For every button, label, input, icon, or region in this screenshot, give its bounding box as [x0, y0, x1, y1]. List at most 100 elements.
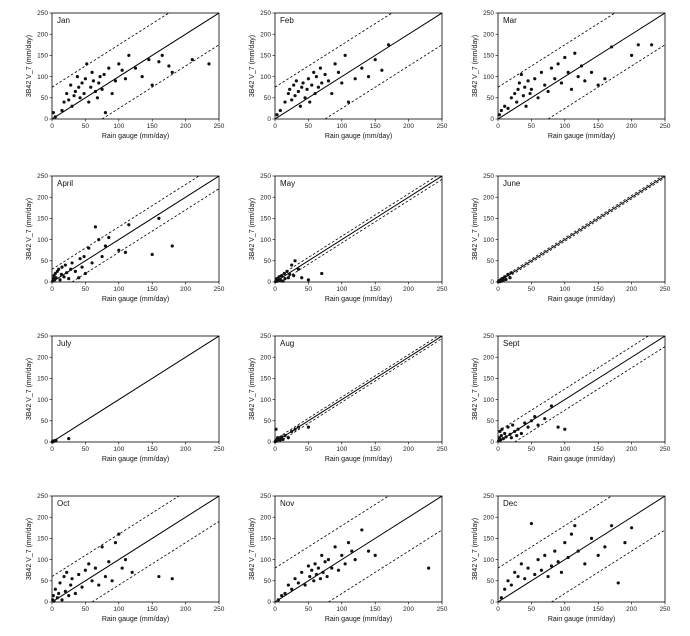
data-point	[77, 572, 81, 577]
y-tick-label: 150	[483, 376, 494, 383]
one-to-one-line	[275, 13, 442, 119]
lower-bound-line	[324, 44, 442, 119]
x-axis-label: Rain gauge (mm/day)	[325, 616, 392, 623]
data-point	[157, 60, 161, 64]
y-axis-label: 3B42 V_7 (mm/day)	[249, 518, 256, 580]
data-point	[330, 566, 334, 570]
data-point	[293, 94, 297, 98]
x-tick-label: 150	[593, 123, 604, 130]
y-tick-label: 50	[487, 95, 495, 102]
x-tick-label: 100	[559, 606, 570, 613]
data-point	[509, 583, 513, 587]
data-point	[51, 111, 55, 115]
y-axis-label: 3B42 V_7 (mm/day)	[472, 198, 479, 260]
x-axis-label: Rain gauge (mm/day)	[102, 133, 169, 140]
y-tick-label: 50	[41, 418, 49, 425]
y-tick-label: 250	[260, 10, 271, 17]
y-tick-label: 50	[487, 258, 495, 265]
x-tick-label: 0	[273, 446, 277, 453]
data-point	[65, 570, 69, 574]
y-tick-label: 250	[37, 173, 48, 180]
data-point	[80, 265, 84, 269]
y-axis-label: 3B42 V_7 (mm/day)	[26, 35, 33, 97]
data-point	[77, 276, 81, 280]
data-point	[563, 55, 567, 60]
x-axis-label: Rain gauge (mm/day)	[325, 456, 392, 463]
data-point	[549, 66, 554, 70]
x-axis-label: Rain gauge (mm/day)	[325, 133, 392, 140]
data-point	[52, 599, 56, 603]
data-point	[280, 435, 284, 439]
data-point	[117, 248, 121, 252]
data-point	[603, 545, 607, 549]
data-point	[563, 541, 567, 545]
x-axis-label: Rain gauge (mm/day)	[548, 296, 615, 303]
data-point	[340, 81, 344, 85]
lower-bound-line	[547, 44, 665, 119]
data-point	[346, 541, 351, 545]
y-tick-label: 200	[260, 31, 271, 38]
data-point	[501, 437, 505, 441]
data-point	[73, 89, 77, 94]
data-point	[78, 257, 82, 261]
upper-bound-line	[498, 496, 613, 569]
upper-bound-line	[275, 176, 438, 279]
x-tick-label: 150	[147, 123, 158, 130]
data-point	[519, 562, 523, 566]
data-point	[526, 566, 530, 570]
chart-panel-may: 0 0 50 50 100 100 150 150 200 200 250 250 Rain gauge…	[230, 171, 452, 312]
lower-bound-line	[514, 346, 665, 442]
data-point	[350, 549, 354, 553]
data-point	[300, 276, 304, 280]
data-point	[589, 536, 594, 540]
y-tick-label: 200	[483, 514, 494, 521]
data-point	[366, 549, 371, 553]
y-tick-label: 200	[37, 31, 48, 38]
data-point	[353, 558, 357, 562]
data-point	[556, 62, 560, 66]
y-tick-label: 200	[483, 31, 494, 38]
data-point	[277, 275, 281, 279]
y-tick-label: 0	[44, 439, 48, 446]
y-tick-label: 50	[41, 578, 49, 585]
chart-panel-oct: 0 0 50 50 100 100 150 150 200 200 250 250 Rain gauge…	[7, 491, 229, 632]
one-to-one-line	[498, 496, 665, 602]
x-tick-label: 150	[147, 606, 158, 613]
data-point	[513, 91, 517, 96]
x-tick-label: 50	[528, 123, 536, 130]
chart-svg: 00 50 50 100 100 150 150 200 200 250 250 Rain gauge…	[249, 10, 448, 140]
data-point	[190, 58, 194, 62]
data-point	[87, 100, 91, 104]
data-point	[318, 577, 323, 581]
y-axis-label: 3B42 V_7 (mm/day)	[26, 518, 33, 580]
data-point	[290, 98, 294, 102]
data-point	[65, 271, 69, 275]
x-axis-label: Rain gauge (mm/day)	[102, 616, 169, 623]
data-point	[292, 274, 296, 278]
data-point	[290, 587, 294, 591]
data-point	[293, 427, 297, 431]
x-tick-label: 50	[528, 286, 536, 293]
data-point	[90, 261, 94, 265]
data-point	[123, 558, 128, 562]
data-point	[59, 272, 63, 276]
plot-frame	[497, 495, 666, 603]
x-tick-label: 50	[82, 286, 90, 293]
data-point	[373, 553, 377, 557]
data-point	[170, 577, 174, 581]
data-point	[596, 83, 600, 87]
data-point	[498, 429, 502, 433]
y-tick-label: 200	[483, 354, 494, 361]
data-point	[566, 70, 570, 74]
x-tick-label: 250	[660, 606, 671, 613]
one-to-one-line	[498, 336, 665, 442]
chart-panel-july: 0 0 50 50 100 100 150 150 200 200 250 250 Rain gauge…	[7, 331, 229, 472]
data-point	[573, 524, 577, 528]
data-point	[63, 263, 67, 267]
data-point	[167, 64, 171, 68]
data-point	[90, 70, 94, 74]
data-point	[340, 553, 344, 557]
data-point	[609, 45, 614, 49]
data-point	[58, 278, 62, 282]
x-tick-label: 200	[626, 606, 637, 613]
